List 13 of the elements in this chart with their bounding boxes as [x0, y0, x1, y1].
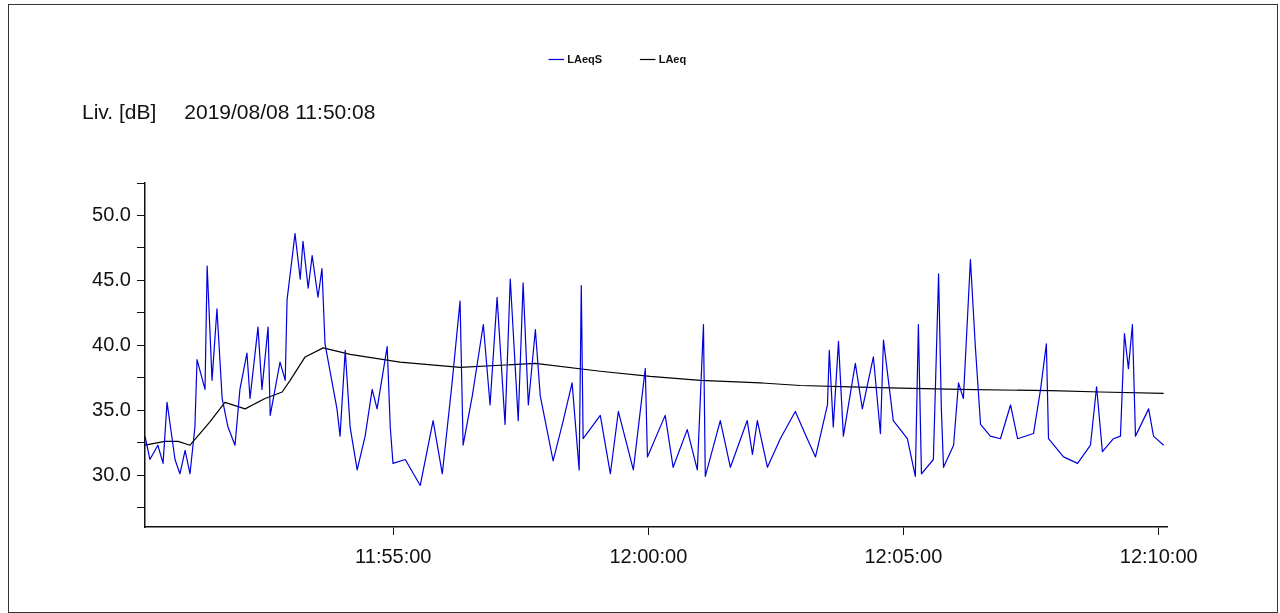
x-tick-label: 12:10:00 [1119, 544, 1198, 567]
x-tick-label: 12:00:00 [609, 544, 688, 567]
y-axis-title: Liv. [dB] [82, 100, 157, 123]
x-tick-label: 12:05:00 [864, 544, 943, 567]
legend-label: LAeqS [567, 52, 603, 65]
chart-subtitle: 2019/08/08 11:50:08 [184, 100, 376, 123]
y-tick-label: 35.0 [92, 397, 131, 420]
x-tick-label: 11:55:00 [355, 544, 432, 567]
y-tick-label: 30.0 [92, 462, 131, 485]
legend-label: LAeq [658, 52, 687, 65]
y-tick-label: 40.0 [92, 332, 131, 355]
y-tick-label: 45.0 [92, 267, 131, 290]
y-tick-label: 50.0 [92, 202, 131, 225]
